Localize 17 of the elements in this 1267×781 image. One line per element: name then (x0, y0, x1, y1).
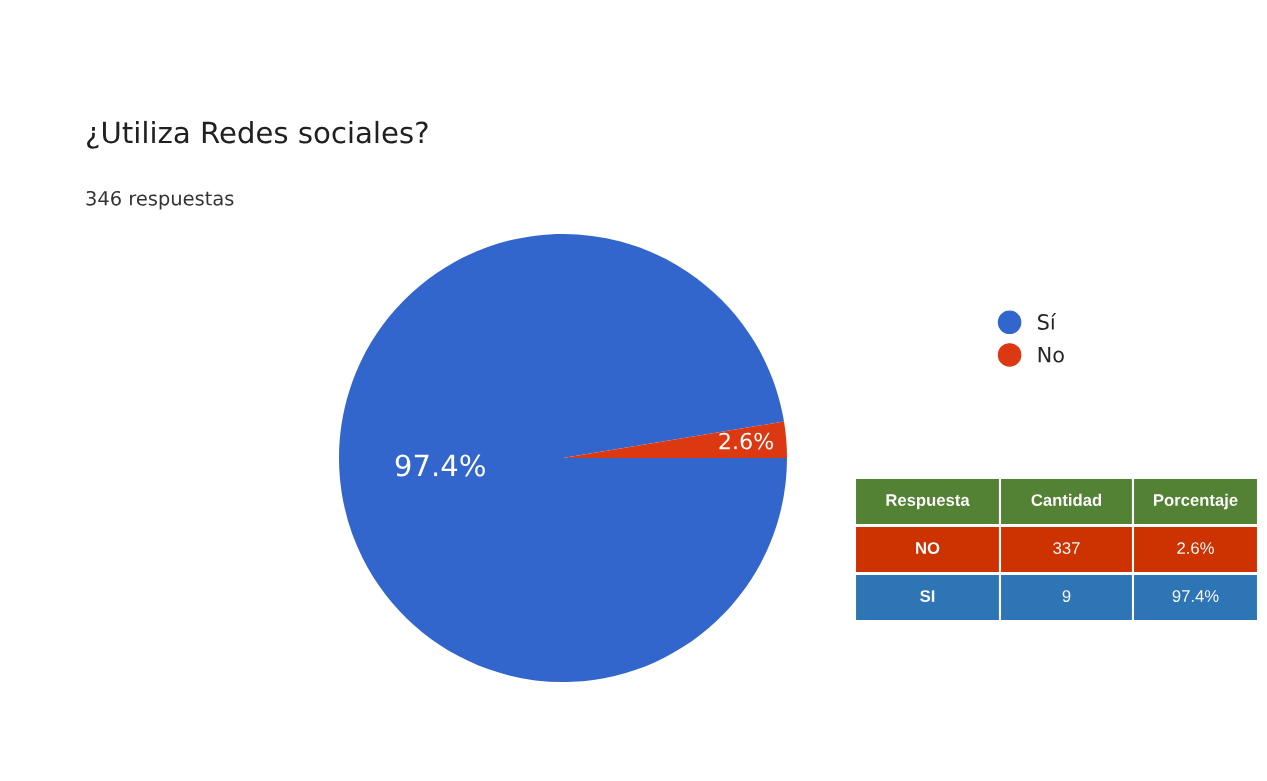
text: 2.6% (1177, 542, 1214, 554)
text: Porcentaje (1154, 493, 1238, 510)
chart-title: ¿Utiliza Redes sociales? (87, 120, 428, 149)
legend-label: No (1038, 347, 1064, 363)
text: Cantidad (1031, 493, 1102, 506)
text: 346 respuestas (86, 190, 234, 210)
text: NO (916, 542, 940, 554)
data-label: 97.4% (395, 454, 485, 477)
pie-slice (339, 234, 787, 682)
legend-label: Sí (1038, 312, 1057, 330)
text: 337 (1053, 542, 1080, 554)
text: 97.4% (1172, 590, 1219, 602)
text: 9 (1062, 590, 1071, 602)
data-label: 2.6% (719, 432, 774, 450)
text: SI (920, 590, 935, 602)
pie-slice (563, 421, 787, 458)
text: Respuesta (886, 494, 970, 510)
